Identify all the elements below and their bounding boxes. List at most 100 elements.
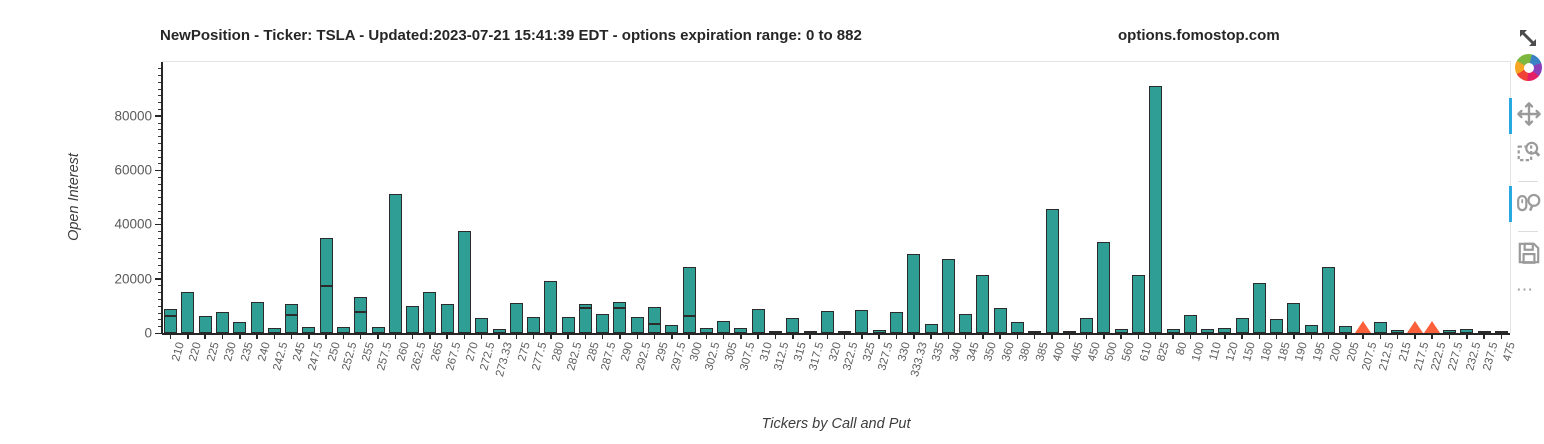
x-tick xyxy=(1206,333,1209,339)
bar xyxy=(1443,329,1456,333)
x-tick xyxy=(843,333,846,339)
x-tick xyxy=(187,333,189,339)
x-tick xyxy=(722,333,725,339)
bar xyxy=(302,326,316,333)
x-tick xyxy=(1016,333,1019,339)
bar xyxy=(1062,331,1076,333)
y-minor-tick xyxy=(158,258,162,260)
bar xyxy=(717,320,731,333)
x-tick xyxy=(411,333,414,339)
bar xyxy=(1183,314,1197,333)
x-tick xyxy=(982,333,984,339)
bokeh-logo-icon[interactable] xyxy=(1515,54,1542,81)
y-minor-tick xyxy=(158,156,162,158)
y-tick xyxy=(155,169,162,172)
x-tick xyxy=(1103,333,1105,339)
bar xyxy=(1218,328,1232,333)
save-icon xyxy=(1516,240,1542,266)
x-tick xyxy=(377,333,379,339)
bar xyxy=(1304,325,1318,333)
y-minor-tick xyxy=(158,88,162,90)
bar xyxy=(423,292,437,333)
bar xyxy=(993,307,1007,333)
wheel-zoom-icon xyxy=(1516,189,1542,215)
x-tick xyxy=(480,333,483,339)
x-tick xyxy=(809,333,811,339)
bar xyxy=(1270,319,1284,333)
bar xyxy=(786,318,800,333)
y-minor-tick xyxy=(158,142,162,144)
pan-tool-button[interactable] xyxy=(1509,98,1542,134)
y-tick xyxy=(155,223,162,226)
toolbar-separator xyxy=(1518,231,1538,232)
y-minor-tick xyxy=(158,95,162,97)
y-minor-tick xyxy=(158,190,162,192)
bar-inner-line xyxy=(613,306,627,309)
bar xyxy=(354,296,368,333)
y-minor-tick xyxy=(158,319,162,321)
y-minor-tick xyxy=(158,292,162,294)
pan-active-indicator xyxy=(1509,98,1512,134)
bar xyxy=(336,327,350,333)
bar xyxy=(250,302,264,333)
box-zoom-icon xyxy=(1516,139,1542,165)
bar xyxy=(1045,209,1059,333)
y-minor-tick xyxy=(158,81,162,83)
x-tick xyxy=(342,333,345,339)
y-minor-tick xyxy=(158,210,162,212)
more-tools-button[interactable]: ⋯ xyxy=(1516,280,1535,299)
y-minor-tick xyxy=(158,204,162,206)
y-minor-tick xyxy=(158,183,162,185)
bar-inner-line xyxy=(682,314,696,317)
bar xyxy=(855,309,869,333)
bar xyxy=(1373,322,1387,333)
x-tick xyxy=(1327,333,1330,339)
x-tick xyxy=(1085,333,1088,339)
bar xyxy=(164,308,178,333)
bar xyxy=(1097,241,1111,333)
y-axis-line xyxy=(161,62,163,334)
x-tick xyxy=(1345,333,1347,339)
y-axis-title: Open Interest xyxy=(66,153,82,241)
bar xyxy=(872,329,886,333)
x-tick xyxy=(1241,333,1243,339)
bar xyxy=(1339,325,1353,333)
x-tick xyxy=(325,333,327,339)
fullscreen-tool-button[interactable] xyxy=(1516,26,1542,56)
x-tick xyxy=(964,333,967,339)
bar xyxy=(648,306,662,333)
x-tick xyxy=(688,333,690,339)
x-tick xyxy=(1275,333,1278,339)
bar xyxy=(388,193,402,333)
x-tick xyxy=(584,333,587,339)
x-tick xyxy=(1431,333,1433,339)
bar-inner-line xyxy=(285,313,299,316)
x-tick xyxy=(947,333,950,339)
wheel-zoom-tool-button[interactable] xyxy=(1509,186,1542,222)
bar xyxy=(578,303,592,333)
x-tick xyxy=(601,333,604,339)
x-tick xyxy=(705,333,708,339)
x-tick xyxy=(1068,333,1071,339)
x-tick xyxy=(394,333,397,339)
x-tick xyxy=(567,333,569,339)
bar xyxy=(1460,329,1474,333)
x-axis-line xyxy=(162,333,1510,335)
x-tick xyxy=(1258,333,1261,339)
y-tick xyxy=(155,278,162,280)
x-tick xyxy=(1483,333,1485,339)
bar-inner-line xyxy=(578,307,592,310)
bar xyxy=(198,315,212,333)
bar xyxy=(492,328,506,333)
x-tick xyxy=(256,333,258,339)
x-tick xyxy=(671,333,673,339)
bar xyxy=(699,328,713,333)
bar xyxy=(907,253,921,333)
box-zoom-tool-button[interactable] xyxy=(1516,139,1542,169)
bar xyxy=(838,331,852,333)
x-tick xyxy=(1379,333,1382,339)
bar xyxy=(371,327,385,333)
save-tool-button[interactable] xyxy=(1516,240,1542,270)
